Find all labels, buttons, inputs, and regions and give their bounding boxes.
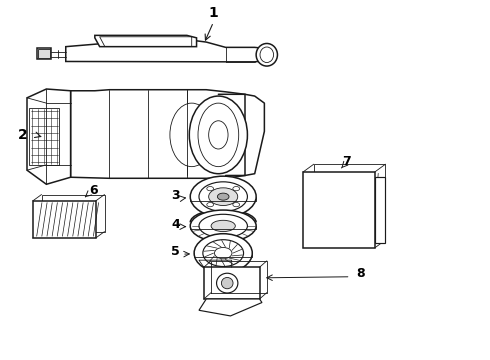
Ellipse shape (199, 182, 247, 211)
Ellipse shape (260, 47, 273, 63)
Ellipse shape (190, 176, 256, 217)
Ellipse shape (209, 121, 228, 149)
Polygon shape (42, 194, 104, 231)
Polygon shape (95, 35, 196, 47)
Text: 1: 1 (209, 6, 219, 20)
Text: 7: 7 (342, 155, 351, 168)
Ellipse shape (190, 210, 256, 242)
Bar (38, 49, 50, 58)
Ellipse shape (207, 186, 214, 191)
Ellipse shape (221, 278, 233, 289)
Text: 3: 3 (172, 189, 180, 202)
Ellipse shape (170, 103, 214, 167)
Text: 6: 6 (89, 184, 98, 197)
Bar (303, 172, 375, 248)
Polygon shape (199, 299, 262, 316)
Ellipse shape (209, 188, 238, 206)
Text: 8: 8 (356, 267, 365, 280)
Polygon shape (71, 90, 245, 178)
Text: 4: 4 (172, 218, 180, 231)
Ellipse shape (198, 103, 239, 167)
Bar (29, 108, 59, 165)
Ellipse shape (203, 240, 244, 266)
Ellipse shape (256, 44, 277, 66)
Ellipse shape (215, 247, 232, 259)
Polygon shape (204, 267, 260, 299)
Bar (33, 201, 96, 238)
Ellipse shape (189, 96, 247, 174)
Ellipse shape (194, 234, 252, 273)
Ellipse shape (217, 273, 238, 293)
Ellipse shape (211, 220, 235, 231)
Text: 2: 2 (18, 128, 28, 142)
Text: 5: 5 (172, 245, 180, 258)
Ellipse shape (233, 186, 240, 191)
Polygon shape (66, 40, 265, 62)
Polygon shape (27, 89, 71, 184)
Polygon shape (37, 48, 51, 59)
Bar (375, 177, 386, 243)
Ellipse shape (233, 203, 240, 207)
Polygon shape (314, 164, 386, 240)
Ellipse shape (207, 203, 214, 207)
Ellipse shape (199, 214, 247, 238)
Ellipse shape (218, 193, 229, 200)
